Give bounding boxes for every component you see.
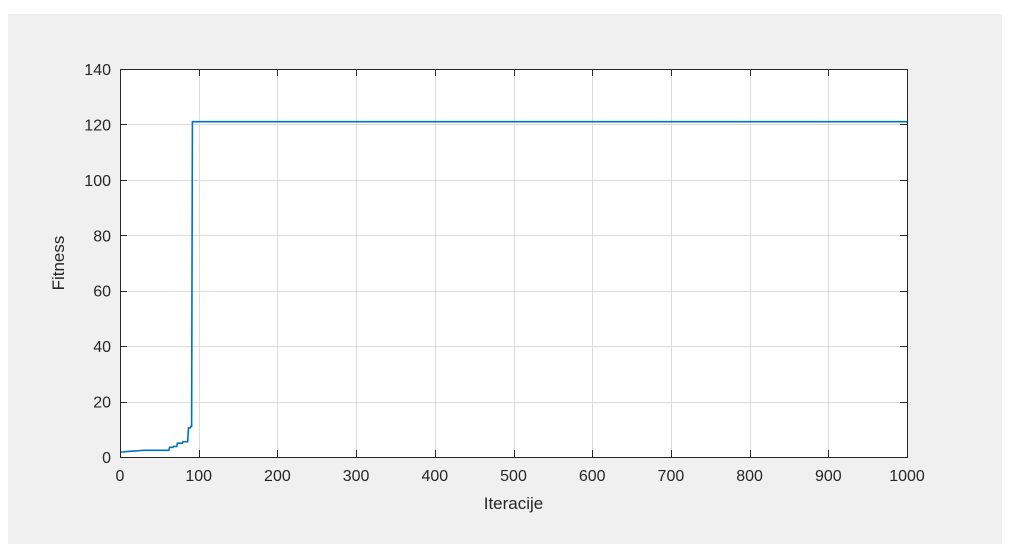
- x-tick-label: 1000: [889, 468, 925, 485]
- y-tick-label: 60: [93, 284, 111, 301]
- y-tick-label: 20: [93, 395, 111, 412]
- y-axis-label: Fitness: [49, 236, 68, 291]
- x-axis-label: Iteracije: [484, 494, 544, 513]
- series-line: [120, 120, 907, 453]
- y-tick-label: 0: [102, 450, 111, 467]
- x-tick-label: 400: [421, 468, 448, 485]
- y-tick-label: 120: [84, 117, 111, 134]
- x-tick-label: 600: [579, 468, 606, 485]
- x-tick-label: 0: [116, 468, 125, 485]
- x-tick-label: 700: [658, 468, 685, 485]
- y-tick-label: 80: [93, 228, 111, 245]
- y-tick-label: 100: [84, 173, 111, 190]
- x-tick-label: 900: [815, 468, 842, 485]
- figure-window: 0 100 200 300 400 500 600 700 800 900 1000 0 20 40 60…: [8, 14, 1002, 544]
- x-tick-label: 800: [736, 468, 763, 485]
- y-axis-ticks: 0 20 40 60 80 100 120 140: [84, 62, 907, 467]
- x-tick-label: 100: [185, 468, 212, 485]
- x-axis-ticks: 0 100 200 300 400 500 600 700 800 900 1000: [116, 69, 925, 485]
- y-tick-label: 40: [93, 339, 111, 356]
- x-tick-label: 500: [500, 468, 527, 485]
- y-tick-label: 140: [84, 62, 111, 79]
- line-chart: 0 100 200 300 400 500 600 700 800 900 1000 0 20 40 60…: [49, 62, 925, 513]
- x-tick-label: 300: [343, 468, 370, 485]
- series-layer: [120, 120, 907, 453]
- axes-area: [120, 69, 907, 457]
- x-tick-label: 200: [264, 468, 291, 485]
